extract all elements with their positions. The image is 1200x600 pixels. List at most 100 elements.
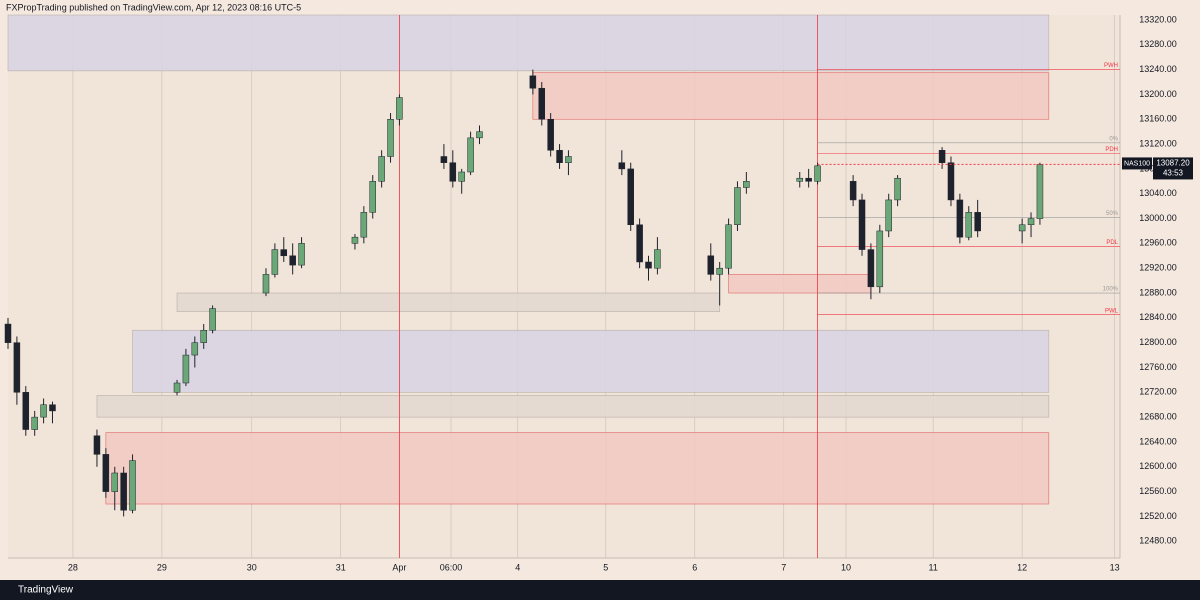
x-tick-label: 5 bbox=[603, 562, 608, 572]
y-tick-label: 13240.00 bbox=[1139, 64, 1177, 74]
candle-body bbox=[938, 150, 946, 163]
candle-body bbox=[974, 212, 981, 232]
candle-body bbox=[200, 330, 207, 343]
candle-body bbox=[876, 230, 884, 288]
candle-body bbox=[209, 308, 216, 331]
footer-brand: TradingView bbox=[18, 585, 74, 596]
price-tag bbox=[1153, 157, 1193, 180]
candle-body bbox=[298, 243, 305, 266]
last-price-label: 13087.20 bbox=[1156, 159, 1190, 168]
y-tick-label: 12880.00 bbox=[1139, 287, 1177, 297]
x-tick-label: 10 bbox=[841, 562, 851, 572]
candle-body bbox=[743, 181, 750, 188]
candle-body bbox=[22, 392, 30, 430]
level-label: 0% bbox=[1109, 136, 1118, 142]
candle-body bbox=[965, 212, 973, 238]
candle-body bbox=[707, 255, 715, 275]
candle-body bbox=[387, 119, 394, 157]
candle-body bbox=[378, 156, 385, 182]
y-tick-label: 12920.00 bbox=[1139, 263, 1177, 273]
candle-body bbox=[476, 131, 483, 139]
candle-body bbox=[636, 224, 643, 263]
y-tick-label: 13280.00 bbox=[1139, 39, 1177, 49]
zone bbox=[7, 14, 1050, 72]
zone bbox=[96, 395, 1050, 418]
symbol-tag bbox=[1122, 157, 1152, 170]
candle-body bbox=[396, 97, 403, 120]
candle-body bbox=[182, 354, 190, 384]
level-label: 50% bbox=[1106, 211, 1119, 217]
candle-body bbox=[458, 171, 465, 182]
candle-body bbox=[867, 249, 875, 288]
candle-body bbox=[120, 472, 127, 511]
y-tick-label: 12680.00 bbox=[1139, 412, 1177, 422]
candle-body bbox=[40, 404, 47, 418]
zone bbox=[728, 274, 872, 294]
x-tick-label: 28 bbox=[68, 562, 78, 572]
candle-body bbox=[627, 168, 634, 226]
candle-body bbox=[440, 156, 448, 163]
candle-body bbox=[129, 460, 136, 511]
zone bbox=[132, 329, 1050, 393]
candle-body bbox=[31, 416, 38, 430]
x-tick-label: 06:00 bbox=[440, 562, 463, 572]
y-tick-label: 12960.00 bbox=[1139, 238, 1177, 248]
zone bbox=[176, 292, 720, 312]
candle-body bbox=[529, 75, 537, 89]
level-label: 100% bbox=[1103, 287, 1119, 293]
y-tick-label: 12760.00 bbox=[1139, 362, 1177, 372]
candle-body bbox=[271, 249, 279, 275]
candle-body bbox=[173, 382, 181, 393]
y-tick-label: 12560.00 bbox=[1139, 486, 1177, 496]
candle-body bbox=[654, 249, 661, 269]
x-tick-label: Apr bbox=[392, 562, 406, 572]
candle-body bbox=[814, 165, 821, 182]
candle-body bbox=[467, 137, 474, 173]
candle-body bbox=[102, 454, 110, 492]
candle-body bbox=[369, 181, 376, 213]
candle-body bbox=[289, 255, 296, 266]
candle-body bbox=[1036, 164, 1044, 219]
y-tick-label: 13160.00 bbox=[1139, 114, 1177, 124]
x-tick-label: 13 bbox=[1110, 562, 1120, 572]
x-tick-label: 12 bbox=[1017, 562, 1027, 572]
candle-body bbox=[805, 177, 812, 182]
header-bar bbox=[0, 0, 1200, 15]
y-tick-label: 13320.00 bbox=[1139, 14, 1177, 24]
candle-body bbox=[894, 177, 901, 201]
x-tick-label: 4 bbox=[515, 562, 520, 572]
x-tick-label: 29 bbox=[157, 562, 167, 572]
candle-body bbox=[111, 472, 119, 492]
chart-layer: 28 29 30 31 Apr 06:00 4 5 6 7 10 11 12 13 12480.00 1252… bbox=[4, 14, 1193, 572]
candle-body bbox=[947, 162, 955, 201]
y-tick-label: 12800.00 bbox=[1139, 337, 1177, 347]
candle-body bbox=[858, 199, 866, 250]
candle-body bbox=[351, 236, 359, 244]
y-tick-label: 13040.00 bbox=[1139, 188, 1177, 198]
candle-body bbox=[93, 435, 101, 455]
candle-body bbox=[280, 249, 288, 257]
y-tick-label: 13120.00 bbox=[1139, 138, 1177, 148]
zone bbox=[105, 432, 1050, 505]
candle-body bbox=[618, 162, 626, 170]
countdown: 43:53 bbox=[1163, 169, 1184, 178]
x-tick-label: 30 bbox=[247, 562, 257, 572]
header-text: FXPropTrading published on TradingView.c… bbox=[6, 2, 301, 12]
candle-body bbox=[734, 187, 741, 226]
candle-body bbox=[191, 342, 199, 356]
candle-body bbox=[49, 404, 56, 412]
y-tick-label: 12600.00 bbox=[1139, 461, 1177, 471]
y-tick-label: 12480.00 bbox=[1139, 536, 1177, 546]
candle-body bbox=[645, 261, 652, 269]
candle-body bbox=[885, 199, 892, 232]
footer-bar bbox=[0, 580, 1200, 600]
candle-body bbox=[4, 323, 12, 343]
y-tick-label: 12720.00 bbox=[1139, 387, 1177, 397]
symbol-label: NAS100 bbox=[1124, 160, 1150, 167]
candle-body bbox=[1018, 224, 1026, 232]
x-tick-label: 7 bbox=[781, 562, 786, 572]
candle-body bbox=[360, 212, 368, 238]
candle-body bbox=[849, 181, 857, 201]
